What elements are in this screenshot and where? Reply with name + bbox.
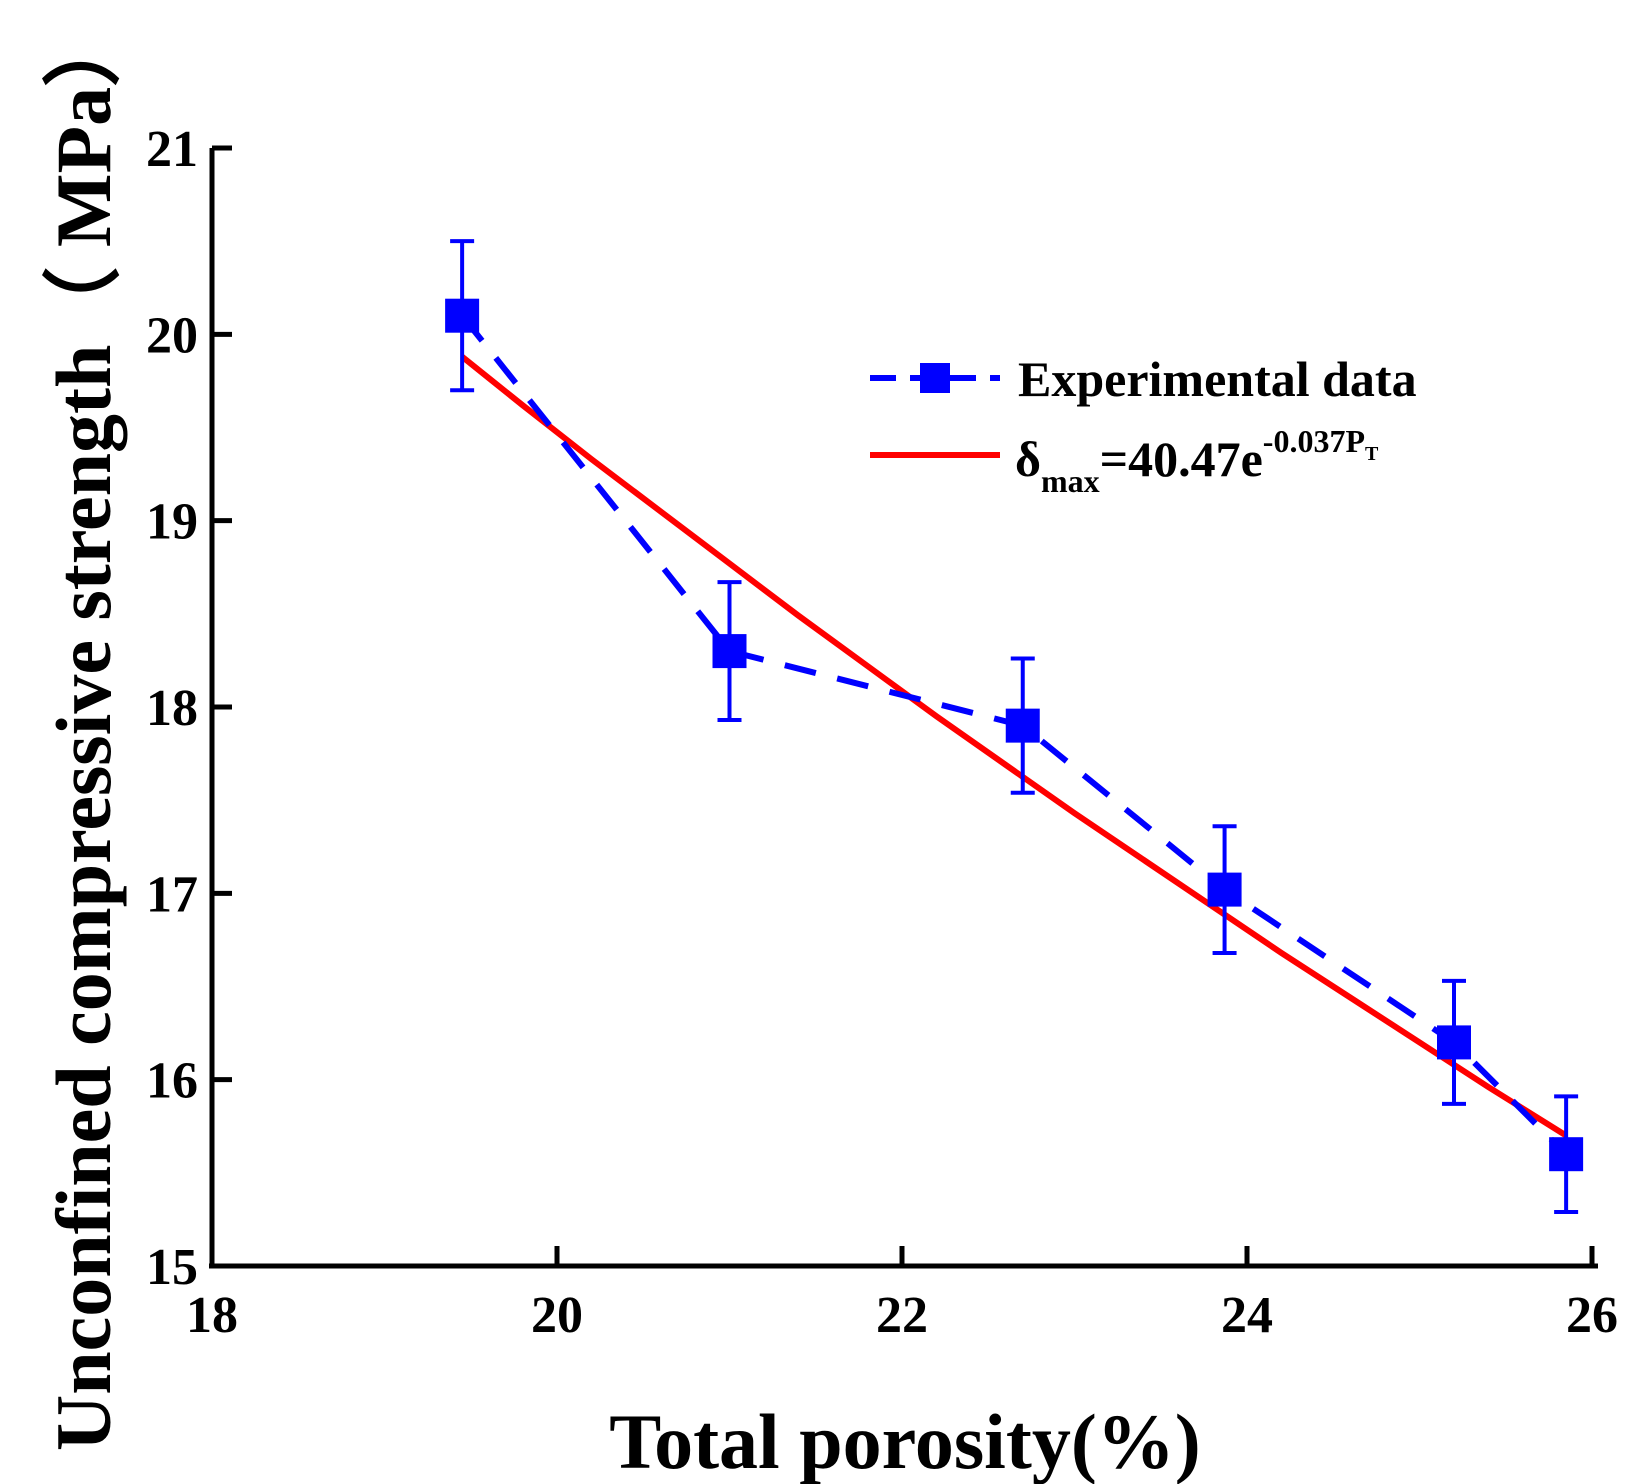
y-axis-title: Unconfined compressive strength（ MPa） xyxy=(40,9,127,1451)
legend-experimental-label: Experimental data xyxy=(1018,351,1417,407)
x-tick-label: 24 xyxy=(1221,1287,1273,1344)
y-tick-label: 18 xyxy=(146,680,198,737)
legend-fit-eq: =40.47e xyxy=(1100,431,1263,487)
fit-line xyxy=(460,354,1568,1139)
x-ticks: 18 20 22 24 26 xyxy=(186,1246,1618,1344)
legend-fit-sub: max xyxy=(1041,463,1100,499)
data-point xyxy=(445,298,480,333)
y-ticks: 15 16 17 18 19 20 21 xyxy=(146,121,232,1296)
legend: Experimental data δmax=40.47e-0.037PT xyxy=(870,351,1417,499)
data-point xyxy=(712,634,747,669)
y-tick-label: 19 xyxy=(146,494,198,551)
legend-fit-sup-sub: T xyxy=(1365,443,1379,465)
y-tick-label: 16 xyxy=(146,1053,198,1110)
x-tick-label: 26 xyxy=(1566,1287,1618,1344)
experimental-series xyxy=(445,239,1584,1214)
y-tick-label: 17 xyxy=(146,866,198,923)
data-point xyxy=(1437,1025,1471,1060)
data-point xyxy=(1005,708,1040,743)
data-point xyxy=(1207,872,1242,907)
x-tick-label: 18 xyxy=(186,1287,238,1344)
legend-experimental-marker xyxy=(920,363,950,393)
x-tick-label: 22 xyxy=(876,1287,928,1344)
y-tick-label: 15 xyxy=(146,1239,198,1296)
legend-fit-label: δmax=40.47e-0.037PT xyxy=(1015,423,1379,499)
data-point xyxy=(1549,1137,1584,1172)
y-tick-label: 20 xyxy=(146,307,198,364)
x-tick-label: 20 xyxy=(531,1287,583,1344)
legend-fit-delta: δ xyxy=(1015,431,1041,487)
legend-fit-sup: -0.037P xyxy=(1263,423,1365,459)
x-axis-title: Total porosity(%) xyxy=(609,1398,1201,1484)
fit-series xyxy=(460,354,1568,1139)
y-tick-label: 21 xyxy=(146,121,198,178)
